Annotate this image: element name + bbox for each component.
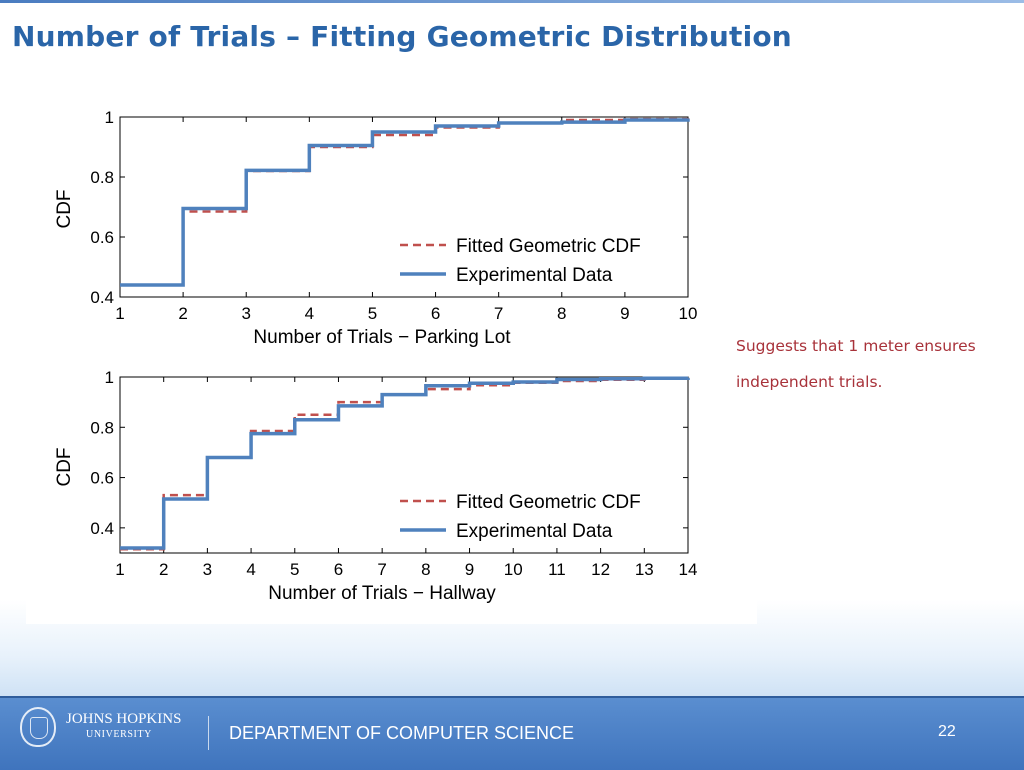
x-tick-label: 4: [246, 560, 255, 579]
x-tick-label: 1: [115, 560, 124, 579]
note-line-1: Suggests that 1 meter ensures: [736, 337, 976, 355]
x-axis-label: Number of Trials − Parking Lot: [253, 327, 511, 348]
x-tick-label: 1: [115, 304, 124, 323]
experimental-data-line: [120, 376, 690, 550]
y-tick-label: 0.4: [90, 519, 114, 538]
legend-label: Experimental Data: [456, 265, 613, 286]
plot-frame: [119, 376, 689, 554]
x-tick-label: 2: [159, 560, 168, 579]
x-tick-label: 10: [504, 560, 523, 579]
footer-divider: [208, 716, 209, 750]
x-tick-label: 6: [334, 560, 343, 579]
y-axis-label: CDF: [54, 447, 75, 486]
legend-label: Fitted Geometric CDF: [456, 236, 641, 257]
university-subtitle: UNIVERSITY: [86, 729, 152, 740]
department-name: DEPARTMENT OF COMPUTER SCIENCE: [229, 723, 575, 743]
x-tick-label: 6: [431, 304, 440, 323]
legend-label: Experimental Data: [456, 521, 613, 542]
y-tick-label: 0.8: [90, 418, 114, 437]
university-name: JOHNS HOPKINS: [66, 711, 182, 727]
x-tick-label: 7: [377, 560, 386, 579]
university-seal-icon: [20, 707, 56, 747]
x-tick-label: 7: [494, 304, 503, 323]
x-tick-label: 3: [241, 304, 250, 323]
x-tick-label: 8: [557, 304, 566, 323]
chart-1: 1 2 3 4 5 6 7 8 9 10 0.4 0.6 0.8 1 Number of Trials − …: [54, 108, 697, 348]
x-tick-label: 5: [290, 560, 299, 579]
x-tick-label: 10: [679, 304, 698, 323]
chart-area: 1 2 3 4 5 6 7 8 9 10 0.4 0.6 0.8 1 Number of Trials − …: [26, 90, 757, 624]
y-tick-label: 0.8: [90, 168, 114, 187]
y-tick-label: 1: [105, 368, 114, 387]
y-tick-label: 0.4: [90, 288, 114, 307]
x-tick-label: 4: [305, 304, 314, 323]
y-tick-label: 0.6: [90, 228, 114, 247]
x-axis-label: Number of Trials − Hallway: [268, 583, 496, 604]
top-rule: [0, 0, 1024, 3]
x-tick-label: 11: [548, 560, 566, 579]
x-tick-label: 8: [421, 560, 430, 579]
x-tick-label: 13: [635, 560, 654, 579]
x-tick-label: 9: [620, 304, 629, 323]
experimental-data-line: [120, 118, 690, 287]
page-number: 22: [938, 723, 956, 740]
x-tick-label: 5: [368, 304, 377, 323]
slide-title: Number of Trials – Fitting Geometric Dis…: [12, 20, 792, 53]
y-axis-label: CDF: [54, 189, 75, 228]
y-tick-label: 1: [105, 108, 114, 127]
note-line-2: independent trials.: [736, 373, 883, 391]
y-tick-label: 0.6: [90, 469, 114, 488]
x-tick-label: 2: [178, 304, 187, 323]
x-tick-label: 14: [679, 560, 698, 579]
legend-label: Fitted Geometric CDF: [456, 492, 641, 513]
x-tick-label: 9: [465, 560, 474, 579]
x-tick-label: 12: [591, 560, 610, 579]
slide-note: Suggests that 1 meter ensures independen…: [736, 328, 1016, 400]
footer-bar: JOHNS HOPKINS UNIVERSITY DEPARTMENT OF C…: [0, 696, 1024, 770]
x-tick-label: 3: [203, 560, 212, 579]
